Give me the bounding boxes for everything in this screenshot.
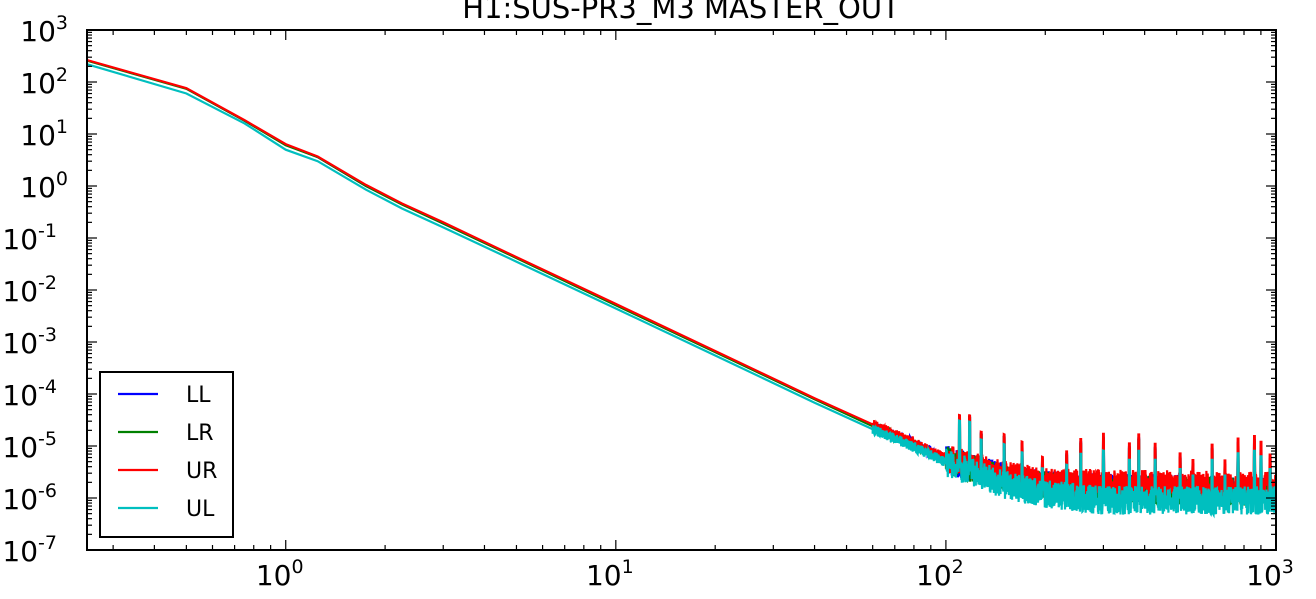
legend-label-ur: UR [186, 459, 217, 484]
series-line-ul [87, 63, 1276, 519]
y-tick-label: 10-2 [2, 272, 57, 308]
y-tick-label: 10-3 [2, 324, 57, 360]
legend-label-lr: LR [186, 421, 214, 446]
legend: LL LR UR UL [99, 371, 234, 538]
y-tick-label: 10-6 [2, 480, 57, 516]
y-tick-label: 10-4 [2, 376, 57, 412]
legend-label-ll: LL [186, 383, 211, 408]
x-tick-label: 101 [586, 556, 634, 592]
y-tick-label: 100 [20, 168, 68, 204]
series-line-lr [87, 59, 1276, 508]
series-line-ur [87, 58, 1276, 501]
tick-label-layer: 100 101 102 103 103 102 101 100 10-1 10-2 10-3 10-4… [2, 12, 1293, 592]
legend-label-ul: UL [186, 497, 215, 522]
series-line-ll [87, 59, 1276, 505]
y-tick-label: 103 [20, 12, 68, 48]
tick-layer [87, 29, 1277, 551]
x-tick-label: 100 [256, 556, 304, 592]
y-tick-label: 102 [20, 64, 68, 100]
chart-title: H1:SUS-PR3_M3 MASTER_OUT [462, 0, 900, 25]
y-tick-label: 10-5 [2, 428, 57, 464]
x-tick-label: 102 [916, 556, 964, 592]
y-tick-label: 101 [20, 116, 68, 152]
y-tick-label: 10-1 [2, 220, 57, 256]
series-layer [87, 58, 1276, 519]
x-tick-label: 103 [1246, 556, 1294, 592]
legend-box [99, 371, 234, 538]
y-tick-label: 10-7 [2, 532, 57, 568]
